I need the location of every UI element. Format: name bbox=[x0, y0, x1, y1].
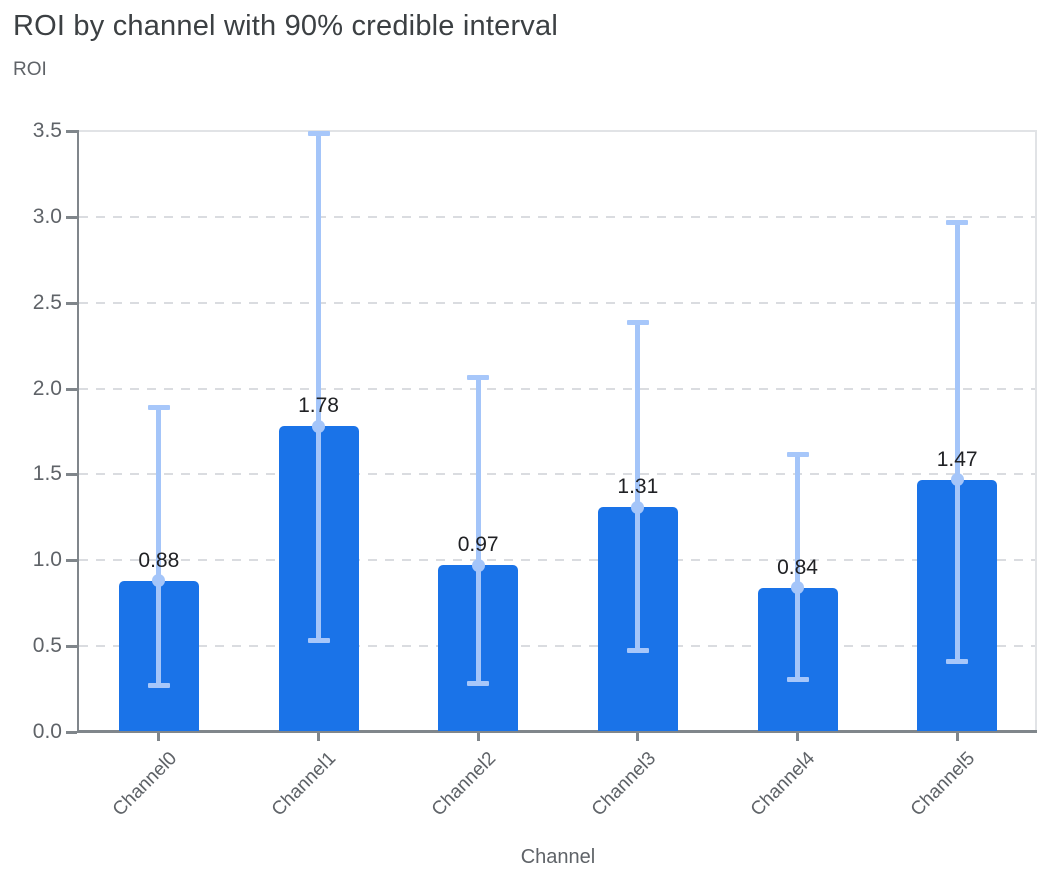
x-axis-tick bbox=[955, 733, 959, 741]
y-tick-label: 0.5 bbox=[32, 634, 62, 658]
gridline bbox=[79, 387, 1037, 390]
error-bar-cap-upper bbox=[467, 374, 490, 380]
error-bar-line bbox=[635, 321, 641, 652]
y-axis-tick bbox=[66, 387, 77, 391]
error-bar-line bbox=[475, 376, 481, 684]
plot-border-right bbox=[1035, 131, 1037, 732]
error-bar-cap-lower bbox=[946, 658, 969, 664]
gridline bbox=[79, 645, 1037, 648]
x-axis-line bbox=[77, 730, 1037, 733]
error-bar-cap-upper bbox=[626, 319, 649, 325]
x-axis-tick bbox=[157, 733, 161, 741]
error-bar-cap-lower bbox=[626, 648, 649, 654]
error-bar-cap-lower bbox=[467, 680, 490, 686]
gridline bbox=[79, 215, 1037, 218]
error-bar-cap-upper bbox=[307, 130, 330, 136]
x-axis-tick bbox=[636, 733, 640, 741]
x-tick-label: Channel5 bbox=[906, 748, 980, 821]
error-bar-cap-upper bbox=[147, 405, 170, 411]
x-tick-label: Channel0 bbox=[108, 748, 181, 821]
bar-value-label: 0.88 bbox=[138, 548, 180, 572]
x-tick-label: Channel2 bbox=[427, 748, 501, 821]
y-tick-label: 0.0 bbox=[32, 720, 62, 743]
chart-title: ROI by channel with 90% credible interva… bbox=[13, 10, 558, 42]
gridline bbox=[79, 559, 1037, 562]
error-bar-cap-upper bbox=[946, 220, 969, 225]
x-axis-tick bbox=[317, 733, 320, 741]
bar-value-label: 1.78 bbox=[298, 394, 339, 418]
y-tick-label: 1.0 bbox=[32, 548, 62, 572]
x-axis-tick bbox=[796, 733, 799, 741]
error-bar-cap-lower bbox=[147, 682, 170, 688]
error-bar-line bbox=[795, 453, 800, 681]
bar-value-label: 1.47 bbox=[936, 447, 978, 471]
y-tick-label: 3.5 bbox=[32, 119, 62, 142]
bar-value-label: 1.31 bbox=[617, 475, 659, 499]
y-axis-title: ROI bbox=[13, 59, 47, 80]
mean-marker-dot bbox=[312, 419, 325, 433]
mean-marker-dot bbox=[471, 558, 485, 572]
x-tick-label: Channel1 bbox=[267, 748, 341, 821]
y-tick-label: 2.0 bbox=[32, 376, 62, 400]
y-axis-tick bbox=[66, 130, 77, 133]
bar-value-label: 0.84 bbox=[777, 555, 818, 579]
y-tick-label: 3.0 bbox=[32, 204, 62, 228]
mean-marker-dot bbox=[950, 473, 964, 487]
gridline bbox=[79, 301, 1037, 304]
error-bar-cap-lower bbox=[307, 637, 330, 643]
y-axis-tick bbox=[66, 473, 77, 477]
y-axis-tick bbox=[66, 301, 77, 305]
x-tick-label: Channel3 bbox=[587, 748, 660, 821]
error-bar-line bbox=[954, 222, 960, 662]
y-tick-label: 2.5 bbox=[32, 290, 62, 314]
mean-marker-dot bbox=[152, 574, 166, 588]
y-axis-line bbox=[77, 130, 79, 733]
x-axis-tick bbox=[476, 733, 480, 741]
error-bar-line bbox=[316, 132, 321, 641]
y-axis-tick bbox=[66, 645, 77, 649]
mean-marker-dot bbox=[791, 581, 804, 595]
error-bar-cap-lower bbox=[786, 677, 809, 683]
plot-border-top bbox=[79, 130, 1037, 132]
y-axis-tick bbox=[66, 731, 77, 734]
error-bar-cap-upper bbox=[786, 451, 809, 457]
x-axis-title: Channel bbox=[520, 846, 596, 868]
mean-marker-dot bbox=[631, 500, 645, 514]
y-tick-label: 1.5 bbox=[32, 462, 62, 486]
bar-value-label: 0.97 bbox=[457, 533, 499, 557]
y-axis-tick bbox=[66, 215, 77, 219]
y-axis-tick bbox=[66, 559, 77, 563]
x-tick-label: Channel4 bbox=[746, 748, 820, 821]
gridline bbox=[79, 473, 1037, 476]
error-bar-line bbox=[156, 407, 162, 686]
